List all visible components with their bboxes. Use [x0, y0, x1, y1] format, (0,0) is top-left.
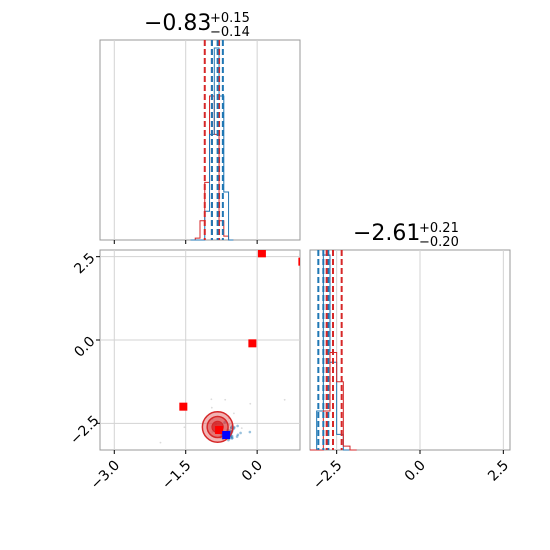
scatter-point-faint [228, 423, 231, 426]
scatter-point-faint [249, 402, 252, 405]
scatter-point-faint [183, 426, 186, 429]
scatter-point-faint [240, 427, 243, 430]
scatter-point-blue [235, 435, 239, 438]
scatter-point-blue [230, 426, 233, 430]
scatter-point-blue [230, 437, 234, 440]
scatter-point-blue [239, 431, 242, 435]
panel-param2-frame [309, 249, 511, 451]
panel-joint-frame [99, 249, 301, 451]
scatter-point-blue [230, 434, 234, 438]
title-param2-median: −2.61 [353, 221, 420, 246]
title-param1-plus: +0.15 [210, 11, 250, 26]
marker-red-square [248, 339, 257, 348]
scatter-point-blue [231, 436, 234, 440]
scatter-point-faint [210, 406, 213, 409]
scatter-point-blue [227, 438, 230, 442]
scatter-point-faint [159, 441, 162, 444]
panel-param2-hist [309, 249, 511, 451]
tick-label-joint-y: 2.5 [71, 250, 98, 277]
scatter-point-blue [236, 433, 240, 437]
scatter-point-faint [283, 398, 286, 401]
tick-label-joint-x: 0.0 [239, 458, 266, 485]
scatter-point-faint [232, 412, 235, 415]
panel-param1-hist [99, 39, 301, 241]
marker-red-square [257, 250, 266, 258]
scatter-point-blue [223, 421, 226, 424]
scatter-point-blue [236, 424, 239, 428]
tick-label-joint-x: −1.5 [159, 458, 194, 493]
marker-blue-square [222, 431, 231, 439]
panel-joint-2d [99, 249, 301, 451]
scatter-point-blue [248, 430, 252, 434]
scatter-point-faint [211, 431, 214, 433]
title-param1-median: −0.83 [144, 11, 211, 36]
panel-param1-frame [99, 39, 301, 241]
marker-red-square [298, 257, 300, 266]
title-param2-minus: −0.20 [419, 235, 459, 250]
scatter-point-blue [220, 433, 223, 437]
title-param1-minus: −0.14 [210, 25, 250, 40]
scatter-point-blue [230, 426, 233, 429]
title-param2: −2.61 +0.21 −0.20 [353, 221, 459, 250]
tick-label-joint-y: 0.0 [71, 334, 98, 361]
tick-label-param2-x: 0.0 [402, 458, 429, 485]
title-param1: −0.83 +0.15 −0.14 [144, 11, 250, 40]
scatter-point-faint [224, 398, 227, 401]
tick-label-param2-x: 2.5 [485, 458, 512, 485]
title-param2-plus: +0.21 [419, 221, 459, 236]
tick-label-joint-y: −2.5 [67, 413, 102, 448]
marker-red-square [215, 426, 224, 434]
scatter-point-faint [210, 398, 213, 401]
marker-red-square [179, 402, 188, 411]
tick-label-joint-x: −3.0 [88, 458, 123, 493]
tick-label-param2-x: −2.5 [310, 458, 345, 493]
histogram-param1-blue [190, 47, 234, 241]
